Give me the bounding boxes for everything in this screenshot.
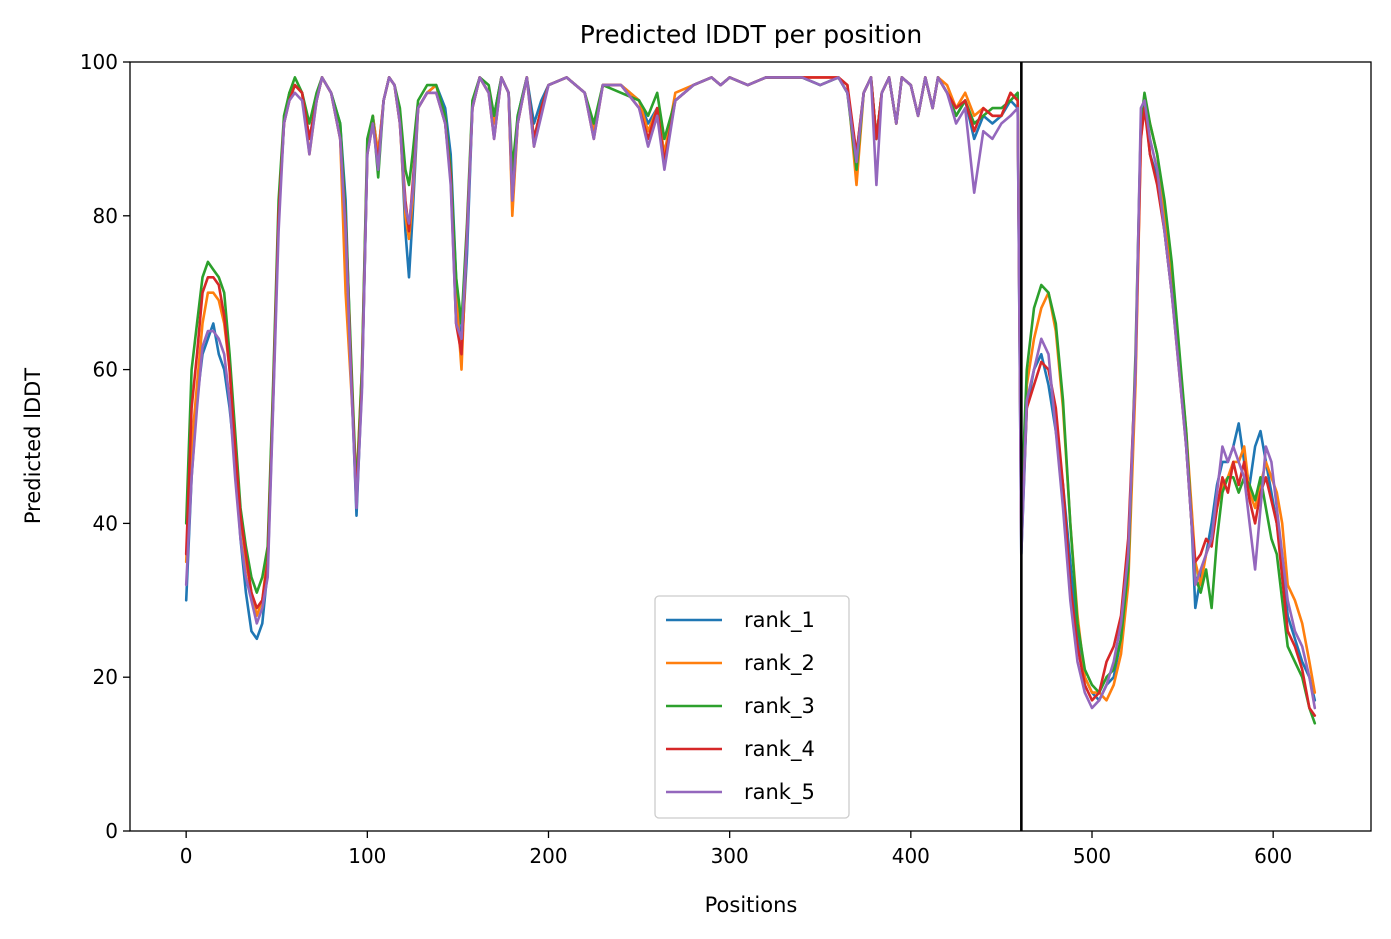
legend-box	[654, 595, 850, 819]
legend-label-rank_2: rank_2	[744, 651, 815, 676]
y-axis-label: Predicted lDDT	[21, 368, 45, 524]
legend: rank_1 rank_2 rank_3 rank_4 rank_5	[654, 595, 850, 819]
x-tick-label: 100	[348, 844, 386, 868]
y-tick-label: 20	[93, 665, 118, 689]
x-tick-label: 400	[892, 844, 930, 868]
x-tick-label: 500	[1073, 844, 1111, 868]
chart-title: Predicted lDDT per position	[580, 20, 922, 49]
legend-label-rank_3: rank_3	[744, 694, 815, 719]
y-axis-ticks: 0 20 40 60 80 100	[80, 50, 130, 843]
legend-label-rank_4: rank_4	[744, 737, 815, 762]
x-tick-label: 600	[1254, 844, 1292, 868]
legend-label-rank_5: rank_5	[744, 780, 815, 805]
series-layer	[184, 62, 1317, 831]
y-tick-label: 60	[93, 358, 118, 382]
series-line-rank_5	[184, 76, 1317, 710]
x-axis-ticks: 0 100 200 300 400 500 600	[180, 831, 1292, 868]
y-tick-label: 0	[105, 819, 118, 843]
y-tick-label: 40	[93, 511, 118, 535]
y-tick-label: 100	[80, 50, 118, 74]
x-tick-label: 0	[180, 844, 193, 868]
legend-label-rank_1: rank_1	[744, 608, 815, 633]
x-axis-label: Positions	[705, 893, 798, 917]
x-tick-label: 300	[711, 844, 749, 868]
x-tick-label: 200	[529, 844, 567, 868]
plot-frame	[129, 61, 1372, 832]
y-tick-label: 80	[93, 204, 118, 228]
